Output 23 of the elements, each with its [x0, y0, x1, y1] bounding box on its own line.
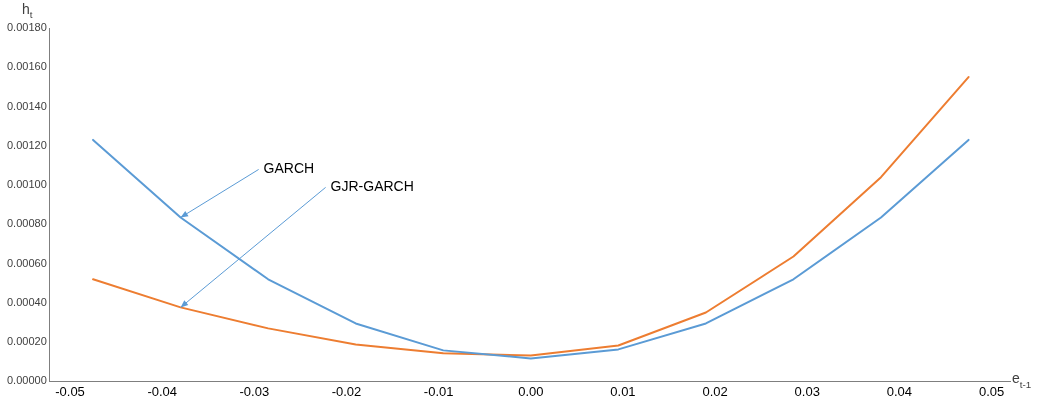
y-tick-label: 0.00020	[7, 335, 47, 348]
y-tick-label: 0.00060	[7, 256, 47, 269]
annotation: GJR-GARCH	[330, 178, 414, 195]
y-tick-label: 0.00160	[7, 60, 47, 73]
y-tick-label: 0.00040	[7, 295, 47, 308]
x-tick-label: -0.05	[55, 383, 85, 399]
y-tick-label: 0.00080	[7, 217, 47, 230]
x-tick-label: 0.02	[702, 383, 728, 399]
x-tick-label: 0.03	[794, 383, 820, 399]
x-tick-label: 0.00	[518, 383, 544, 399]
x-tick-label: 0.01	[610, 383, 636, 399]
x-tick-label: 0.05	[978, 383, 1005, 399]
y-tick-label: 0.00000	[7, 374, 47, 387]
y-tick-label: 0.00100	[7, 178, 47, 191]
annotation: GARCH	[263, 160, 315, 177]
x-tick-label: -0.02	[331, 383, 362, 399]
x-tick-label: -0.04	[147, 383, 178, 399]
x-tick-label: 0.04	[886, 383, 913, 399]
y-tick-label: 0.00120	[7, 138, 47, 151]
y-tick-label: 0.00140	[7, 99, 47, 112]
x-tick-label: -0.03	[239, 383, 270, 399]
y-tick-label: 0.00180	[7, 21, 47, 34]
x-tick-label: -0.01	[423, 383, 454, 399]
